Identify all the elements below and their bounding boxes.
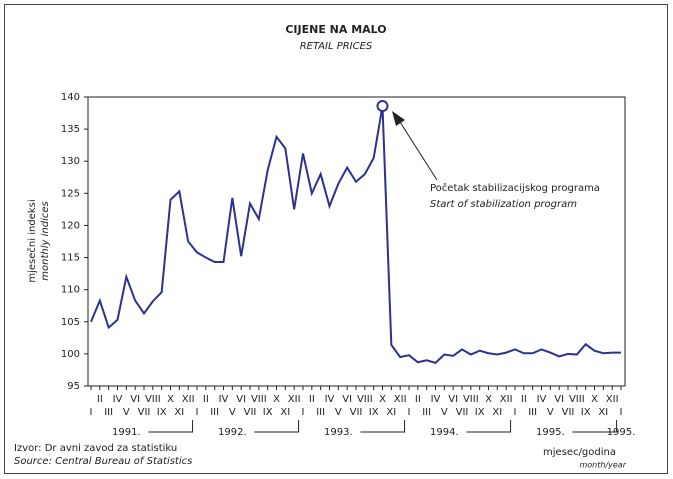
x-tick-label: IV	[431, 394, 441, 405]
x-tick-label: XII	[394, 394, 407, 405]
x-tick-label: X	[273, 394, 280, 405]
x-tick-label: IX	[475, 407, 485, 418]
x-tick-label: XI	[280, 407, 290, 418]
y-tick-label: 105	[61, 317, 80, 328]
x-tick-label: XI	[598, 407, 608, 418]
year-bracket	[360, 420, 406, 433]
y-tick-label: 100	[61, 349, 80, 360]
x-tick-label: II	[203, 394, 209, 405]
year-label: 1994.	[430, 427, 459, 438]
x-tick-label: XI	[386, 407, 396, 418]
x-tick-label: VII	[456, 407, 469, 418]
line	[90, 105, 621, 365]
x-tick-label: III	[316, 407, 325, 418]
y-label-en: monthly indices	[40, 201, 51, 280]
y-tick-label: 140	[61, 92, 80, 103]
x-tick-label: X	[167, 394, 174, 405]
source-en: Source: Central Bureau of Statistics	[14, 456, 192, 467]
x-tick-label: V	[335, 407, 342, 418]
x-tick-label: V	[123, 407, 130, 418]
x-tick-label: II	[97, 394, 103, 405]
x-tick-label: IV	[325, 394, 335, 405]
source: Izvor: Dr avni zavod za statistiku	[14, 443, 177, 454]
arrow-head	[392, 111, 405, 126]
x-label: mjesec/godina	[543, 447, 616, 458]
y-label: mjesečni indeksi	[26, 199, 38, 282]
x-tick-label: V	[547, 407, 554, 418]
x-tick-label: III	[528, 407, 537, 418]
x-tick-label: VIII	[463, 394, 479, 405]
y-tick-label: 130	[61, 156, 80, 167]
x-tick-label: X	[485, 394, 492, 405]
y-tick-label: 120	[61, 220, 80, 231]
year-label: 1992.	[218, 427, 247, 438]
x-tick-label: X	[591, 394, 598, 405]
x-tick-label: XI	[492, 407, 502, 418]
x-tick-label: I	[90, 407, 93, 418]
x-tick-label: XII	[606, 394, 619, 405]
x-tick-label: III	[210, 407, 219, 418]
x-tick-label: III	[104, 407, 113, 418]
chart-title: CIJENE NA MALO	[285, 23, 386, 36]
x-tick-label: XII	[500, 394, 513, 405]
year-bracket	[466, 420, 512, 433]
x-tick-label: I	[196, 407, 199, 418]
arrow-line	[399, 121, 438, 181]
x-tick-label: IV	[113, 394, 123, 405]
chart-subtitle: RETAIL PRICES	[300, 41, 373, 52]
x-tick-label: I	[408, 407, 411, 418]
year-label: 1993.	[324, 427, 353, 438]
x-tick-label: VI	[448, 394, 458, 405]
x-tick-label: XI	[174, 407, 184, 418]
x-tick-label: XII	[182, 394, 195, 405]
x-tick-label: III	[422, 407, 431, 418]
annotation: Početak stabilizacijskog programa	[430, 182, 600, 194]
x-tick-label: VII	[350, 407, 363, 418]
y-tick-label: 110	[61, 285, 80, 296]
x-tick-label: VII	[244, 407, 257, 418]
y-tick-label: 115	[61, 253, 80, 264]
y-tick-label: 125	[61, 188, 80, 199]
x-tick-label: IX	[581, 407, 591, 418]
x-tick-label: VIII	[145, 394, 161, 405]
x-tick-label: VI	[130, 394, 140, 405]
x-tick-label: IX	[157, 407, 167, 418]
x-tick-label: IX	[263, 407, 273, 418]
year-bracket	[254, 420, 300, 433]
year-label: 1995.	[607, 427, 636, 438]
annotation-en: Start of stabilization program	[430, 199, 577, 210]
x-tick-label: I	[620, 407, 623, 418]
x-tick-label: VI	[554, 394, 564, 405]
x-tick-label: X	[379, 394, 386, 405]
x-tick-label: VII	[562, 407, 575, 418]
x-tick-label: VI	[236, 394, 246, 405]
year-label: 1995.	[536, 427, 565, 438]
x-tick-label: XII	[288, 394, 301, 405]
x-tick-label: VII	[138, 407, 151, 418]
x-tick-label: VIII	[357, 394, 373, 405]
year-label: 1991.	[112, 427, 141, 438]
highlight-point	[376, 99, 389, 112]
plot-area	[87, 96, 626, 387]
x-tick-label: V	[441, 407, 448, 418]
year-bracket	[572, 420, 618, 433]
x-tick-label: IX	[369, 407, 379, 418]
x-tick-label: V	[229, 407, 236, 418]
x-tick-label: VIII	[251, 394, 267, 405]
x-tick-label: IV	[537, 394, 547, 405]
x-label-en: month/year	[579, 461, 626, 470]
x-tick-label: VIII	[569, 394, 585, 405]
x-tick-label: VI	[342, 394, 352, 405]
year-bracket	[148, 420, 194, 433]
x-tick-label: II	[309, 394, 315, 405]
x-tick-label: II	[415, 394, 421, 405]
y-tick-label: 95	[67, 381, 80, 392]
y-tick-label: 135	[61, 124, 80, 135]
x-tick-label: I	[514, 407, 517, 418]
frame	[4, 4, 668, 474]
x-tick-label: IV	[219, 394, 229, 405]
x-tick-label: II	[521, 394, 527, 405]
x-tick-label: I	[302, 407, 305, 418]
